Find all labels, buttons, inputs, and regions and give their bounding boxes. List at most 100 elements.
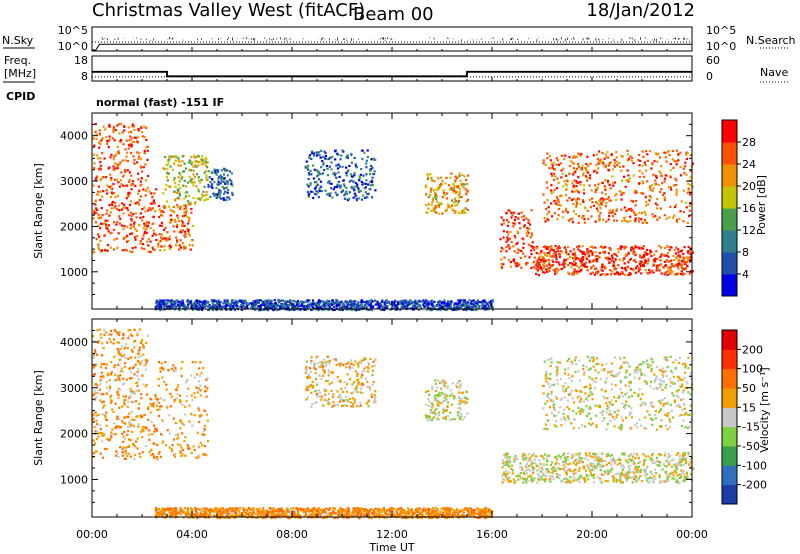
power-echo-cell [683, 171, 686, 175]
power-echo-cell [569, 250, 572, 253]
velocity-echo-cell [339, 379, 342, 382]
power-echo-cell [334, 150, 337, 153]
power-echo-cell [195, 299, 198, 303]
velocity-echo-cell [341, 404, 344, 408]
velocity-echo-cell [93, 349, 97, 352]
power-echo-cell [189, 203, 192, 206]
power-echo-cell [647, 257, 650, 261]
power-echo-cell [633, 246, 637, 249]
power-echo-cell [174, 182, 177, 185]
velocity-echo-cell [164, 444, 168, 447]
power-echo-cell [587, 217, 590, 220]
power-echo-cell [430, 179, 433, 182]
velocity-echo-cell [122, 355, 125, 358]
power-echo-cell [610, 211, 613, 214]
power-echo-cell [177, 183, 180, 186]
velocity-echo-cell [121, 405, 124, 408]
power-echo-cell [671, 158, 674, 161]
power-echo-cell [510, 240, 513, 244]
velocity-echo-cell [118, 331, 121, 334]
power-echo-cell [535, 252, 538, 255]
velocity-echo-cell [124, 457, 128, 460]
power-echo-cell [109, 211, 112, 214]
velocity-echo-cell [427, 389, 430, 393]
power-echo-cell [546, 157, 549, 160]
power-echo-cell [667, 150, 670, 153]
power-echo-cell [371, 166, 374, 169]
velocity-echo-cell [194, 456, 197, 459]
velocity-echo-cell [443, 393, 446, 396]
power-echo-cell [327, 192, 330, 195]
power-echo-cell [367, 302, 370, 305]
power-echo-cell [176, 214, 179, 217]
velocity-echo-cell [180, 454, 183, 458]
velocity-echo-cell [171, 450, 174, 453]
power-echo-cell [169, 221, 173, 224]
velocity-echo-cell [158, 408, 161, 411]
power-echo-cell [317, 196, 320, 199]
velocity-echo-cell [445, 398, 448, 401]
power-echo-cell [209, 181, 212, 184]
velocity-echo-cell [451, 382, 454, 385]
power-echo-cell [201, 306, 204, 309]
power-echo-cell [130, 188, 133, 191]
velocity-echo-cell [363, 367, 366, 370]
power-echo-cell [228, 170, 231, 173]
velocity-echo-cell [349, 401, 352, 404]
power-echo-cell [542, 267, 545, 270]
velocity-echo-cell [426, 416, 429, 419]
power-echo-cell [641, 263, 644, 266]
power-echo-cell [190, 207, 193, 211]
power-echo-cell [474, 304, 477, 308]
power-echo-cell [546, 254, 549, 257]
power-echo-cell [168, 157, 171, 161]
power-echo-cell [350, 154, 353, 157]
velocity-echo-cell [123, 365, 126, 368]
velocity-echo-cell [461, 418, 464, 421]
velocity-echo-cell [115, 450, 118, 453]
power-echo-cell [642, 192, 645, 195]
power-echo-cell [116, 221, 119, 224]
power-colorbar-segment [722, 186, 737, 209]
power-echo-cell [357, 189, 360, 192]
power-echo-cell [182, 245, 185, 248]
station-title: Christmas Valley West (fitACF) [92, 0, 365, 21]
power-colorbar-tick-label: 28 [742, 136, 756, 149]
velocity-echo-cell [122, 332, 125, 336]
power-echo-cell [234, 299, 237, 302]
power-echo-cell [200, 196, 203, 199]
power-echo-cell [686, 151, 689, 154]
velocity-echo-cell [103, 363, 106, 366]
power-echo-cell [178, 305, 182, 308]
power-echo-cell [528, 256, 531, 259]
power-echo-cell [609, 273, 613, 276]
power-echo-cell [140, 170, 144, 173]
power-echo-cell [571, 272, 574, 275]
velocity-echo-cell [150, 454, 153, 457]
power-echo-cell [99, 164, 103, 167]
velocity-echo-cell [169, 392, 172, 395]
power-echo-cell [518, 222, 521, 225]
power-echo-cell [607, 156, 610, 159]
velocity-echo-cell [159, 370, 162, 373]
power-echo-cell [205, 158, 208, 161]
power-echo-cell [324, 303, 327, 306]
power-echo-cell [575, 185, 578, 188]
velocity-echo-cell [136, 370, 139, 373]
power-echo-cell [309, 182, 312, 185]
power-echo-cell [640, 247, 643, 250]
power-echo-cell [107, 224, 110, 227]
power-echo-cell [132, 213, 135, 216]
velocity-echo-cell [188, 447, 191, 450]
power-echo-cell [537, 274, 540, 277]
power-echo-cell [135, 216, 138, 219]
power-echo-cell [188, 175, 191, 178]
velocity-echo-cell [94, 363, 97, 366]
power-echo-cell [111, 137, 114, 140]
power-echo-cell [445, 308, 448, 311]
power-echo-cell [577, 198, 580, 201]
velocity-echo-cell [100, 336, 103, 339]
velocity-echo-cell [157, 398, 160, 401]
power-echo-cell [555, 157, 558, 160]
